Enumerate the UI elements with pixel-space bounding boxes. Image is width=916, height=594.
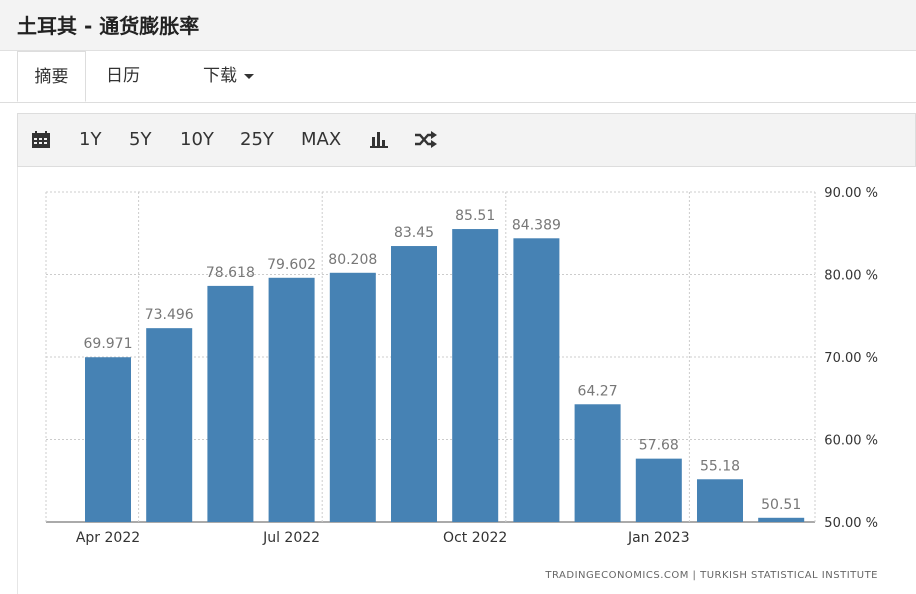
data-label: 50.51	[761, 497, 801, 513]
inflation-bar-chart: 69.971 73.496 78.618 79.602 80.208 83.45 85.51…	[45, 186, 878, 581]
bar	[329, 272, 376, 522]
chart-bars	[85, 229, 805, 523]
data-label: 85.51	[455, 208, 495, 224]
bar	[207, 285, 254, 522]
bar	[635, 458, 682, 522]
data-label: 57.68	[639, 438, 679, 454]
data-label: 69.971	[84, 336, 133, 352]
tab-calendar[interactable]: 日历	[106, 66, 140, 86]
data-label: 64.27	[578, 383, 618, 399]
data-label: 73.496	[145, 307, 194, 323]
data-label: 84.389	[512, 217, 561, 233]
range-10y-button[interactable]: 10Y	[180, 129, 214, 150]
bar	[391, 246, 437, 522]
bar	[574, 404, 621, 522]
range-5y-button[interactable]: 5Y	[129, 129, 152, 150]
chart-y-axis: 50.00 % 60.00 % 70.00 % 80.00 % 90.00 %	[824, 186, 878, 531]
data-label: 83.45	[394, 225, 434, 241]
tab-download-label: 下载	[203, 66, 237, 86]
chart-toolbar: 1Y 5Y 10Y 25Y MAX	[17, 113, 916, 167]
data-label: 55.18	[700, 458, 740, 474]
x-tick-label: Jul 2022	[262, 530, 320, 546]
title-bar: 土耳其 - 通货膨胀率	[0, 0, 916, 51]
y-tick-label: 90.00 %	[824, 186, 878, 201]
range-1y-button[interactable]: 1Y	[79, 129, 102, 150]
y-tick-label: 60.00 %	[824, 434, 878, 449]
x-tick-label: Oct 2022	[443, 530, 507, 546]
range-25y-button[interactable]: 25Y	[240, 129, 274, 150]
chart-x-axis: Apr 2022 Jul 2022 Oct 2022 Jan 2023	[76, 530, 690, 546]
x-tick-label: Jan 2023	[627, 530, 690, 546]
shuffle-icon[interactable]	[415, 131, 437, 148]
chart-data-labels: 69.971 73.496 78.618 79.602 80.208 83.45 85.51…	[84, 208, 802, 513]
tab-summary[interactable]: 摘要	[17, 51, 86, 102]
bar	[697, 479, 743, 522]
tab-download[interactable]: 下载	[203, 51, 254, 102]
data-label: 79.602	[267, 257, 316, 273]
bar	[452, 229, 499, 523]
caret-down-icon	[244, 73, 254, 79]
page-title: 土耳其 - 通货膨胀率	[17, 14, 200, 38]
bar	[268, 277, 315, 522]
bar	[513, 238, 560, 522]
range-max-button[interactable]: MAX	[301, 129, 342, 150]
data-label: 78.618	[206, 265, 255, 281]
bar	[758, 517, 805, 522]
bar-chart-icon[interactable]	[370, 131, 388, 148]
tab-bar: 摘要 日历 下载	[0, 51, 916, 103]
y-tick-label: 80.00 %	[824, 269, 878, 284]
y-tick-label: 70.00 %	[824, 351, 878, 366]
chart-source: TRADINGECONOMICS.COM | TURKISH STATISTIC…	[544, 570, 878, 581]
chart-panel: 69.971 73.496 78.618 79.602 80.208 83.45 85.51…	[17, 167, 916, 594]
bar	[146, 328, 193, 522]
data-label: 80.208	[328, 252, 377, 268]
calendar-icon[interactable]	[32, 131, 50, 148]
bar	[85, 357, 131, 522]
y-tick-label: 50.00 %	[824, 516, 878, 531]
x-tick-label: Apr 2022	[76, 530, 140, 546]
